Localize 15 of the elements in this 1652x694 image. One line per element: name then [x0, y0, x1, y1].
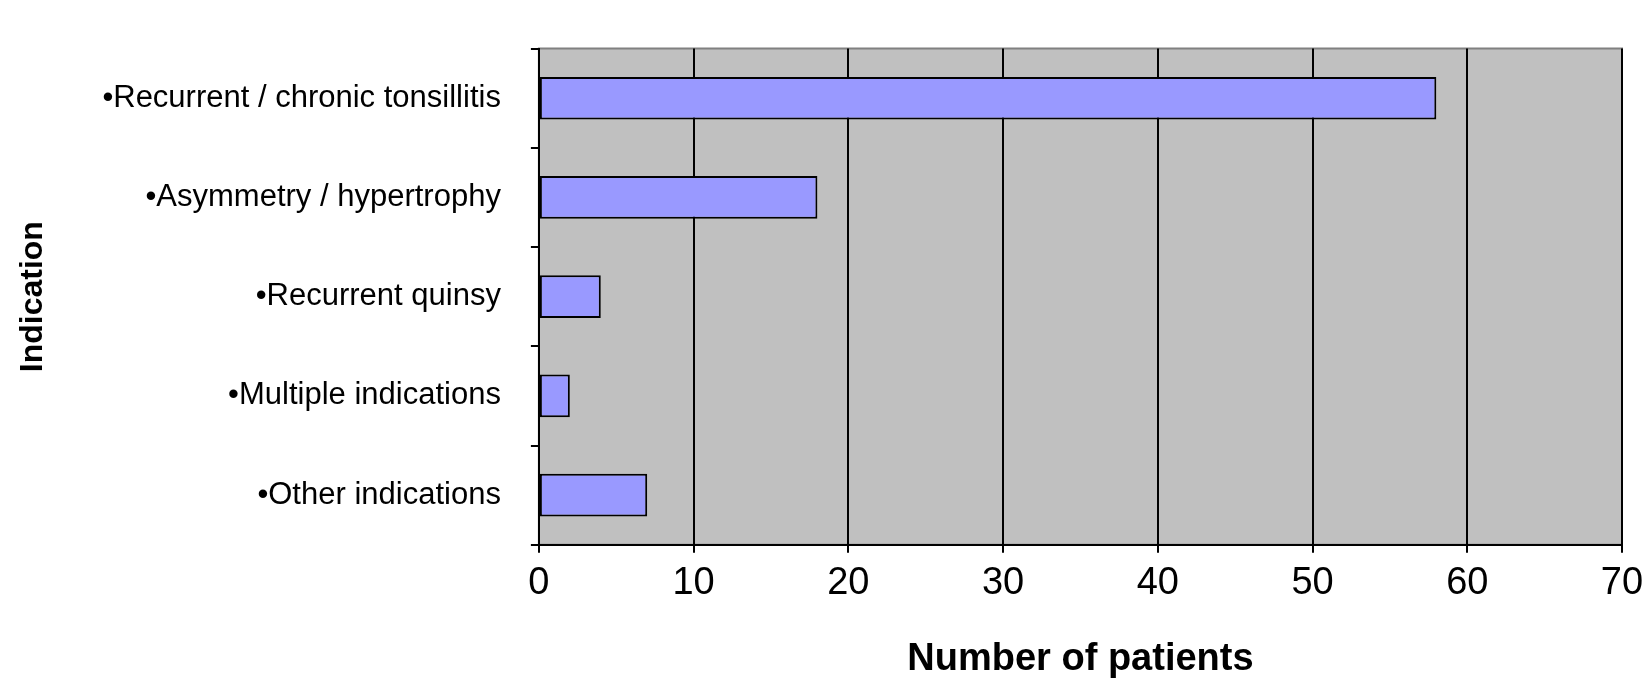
y-tick-label: •Other indications	[257, 475, 501, 511]
x-tick-label: 10	[672, 560, 715, 603]
x-axis-title: Number of patients	[907, 635, 1254, 678]
y-tick-label: •Recurrent quinsy	[255, 277, 502, 313]
x-tick-label: 30	[981, 560, 1025, 603]
x-tick-label: 60	[1446, 560, 1489, 603]
x-tick-label: 50	[1291, 560, 1334, 603]
y-tick-label: •Asymmetry / hypertrophy	[145, 178, 502, 214]
x-tick-label: 20	[827, 560, 870, 603]
x-tick-label: 0	[528, 560, 550, 603]
x-tick-label: 40	[1136, 560, 1179, 603]
y-axis-title: Indication	[13, 221, 50, 373]
y-tick-label: •Recurrent / chronic tonsillitis	[102, 78, 501, 114]
x-tick-label: 70	[1600, 560, 1644, 603]
y-tick-label: •Multiple indications	[228, 376, 501, 412]
